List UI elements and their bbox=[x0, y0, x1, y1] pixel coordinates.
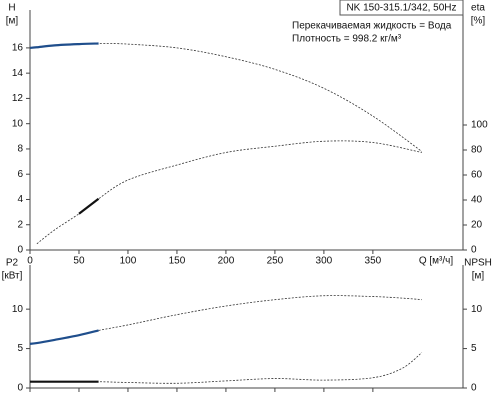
y-tick-label: 8 bbox=[17, 144, 23, 155]
x-tick-label: 0 bbox=[27, 256, 33, 267]
y-axis-label: [кВт] bbox=[2, 271, 23, 282]
x-tick-label: 350 bbox=[365, 256, 382, 267]
curve-operating-range bbox=[29, 329, 99, 345]
x-tick-label: 150 bbox=[169, 256, 186, 267]
curve bbox=[29, 43, 423, 152]
y-tick-label: 0 bbox=[17, 383, 23, 394]
y-tick-label: 12 bbox=[12, 93, 24, 104]
y-axis-label: H bbox=[8, 3, 15, 14]
y-tick-label: 4 bbox=[17, 194, 23, 205]
y2-tick-label: 0 bbox=[471, 383, 477, 394]
x-tick-label: 250 bbox=[267, 256, 284, 267]
y2-tick-label: 10 bbox=[471, 304, 483, 315]
y2-tick-label: 80 bbox=[471, 145, 483, 156]
x-tick-label: 50 bbox=[73, 256, 85, 267]
y2-tick-label: 0 bbox=[471, 245, 477, 256]
chart-title: NK 150-315.1/342, 50Hz bbox=[346, 3, 456, 14]
curve-operating-range bbox=[29, 42, 99, 49]
y-tick-label: 16 bbox=[12, 43, 24, 54]
y2-axis-label: [м] bbox=[472, 271, 485, 282]
annotation: Плотность = 998.2 кг/м³ bbox=[292, 34, 402, 45]
y2-axis-label: eta bbox=[471, 3, 485, 14]
y2-axis-label: NPSH bbox=[464, 258, 492, 269]
curve-operating-range bbox=[78, 197, 100, 215]
y-tick-label: 6 bbox=[17, 169, 23, 180]
y-tick-label: 0 bbox=[17, 245, 23, 256]
y2-tick-label: 60 bbox=[471, 170, 483, 181]
y-tick-label: 14 bbox=[12, 68, 24, 79]
y-axis-label: P2 bbox=[6, 258, 19, 269]
y-axis-label: [м] bbox=[6, 16, 19, 27]
annotation: Перекачиваемая жидкость = Вода bbox=[292, 21, 452, 32]
title-box bbox=[339, 0, 464, 16]
y2-tick-label: 100 bbox=[471, 120, 488, 131]
curve bbox=[29, 352, 423, 384]
curve bbox=[29, 295, 422, 345]
y-tick-label: 10 bbox=[12, 304, 24, 315]
x-tick-label: 100 bbox=[120, 256, 137, 267]
y2-tick-label: 5 bbox=[471, 343, 477, 354]
x-tick-label: 300 bbox=[316, 256, 333, 267]
y-tick-label: 5 bbox=[17, 343, 23, 354]
y-tick-label: 10 bbox=[12, 118, 24, 129]
y2-tick-label: 40 bbox=[471, 195, 483, 206]
y2-axis-label: [%] bbox=[471, 16, 486, 27]
x-tick-label: 200 bbox=[218, 256, 235, 267]
y2-tick-label: 20 bbox=[471, 220, 483, 231]
curve bbox=[36, 140, 422, 245]
y-tick-label: 2 bbox=[17, 219, 23, 230]
x-axis-label: Q [м³/ч] bbox=[419, 256, 454, 267]
